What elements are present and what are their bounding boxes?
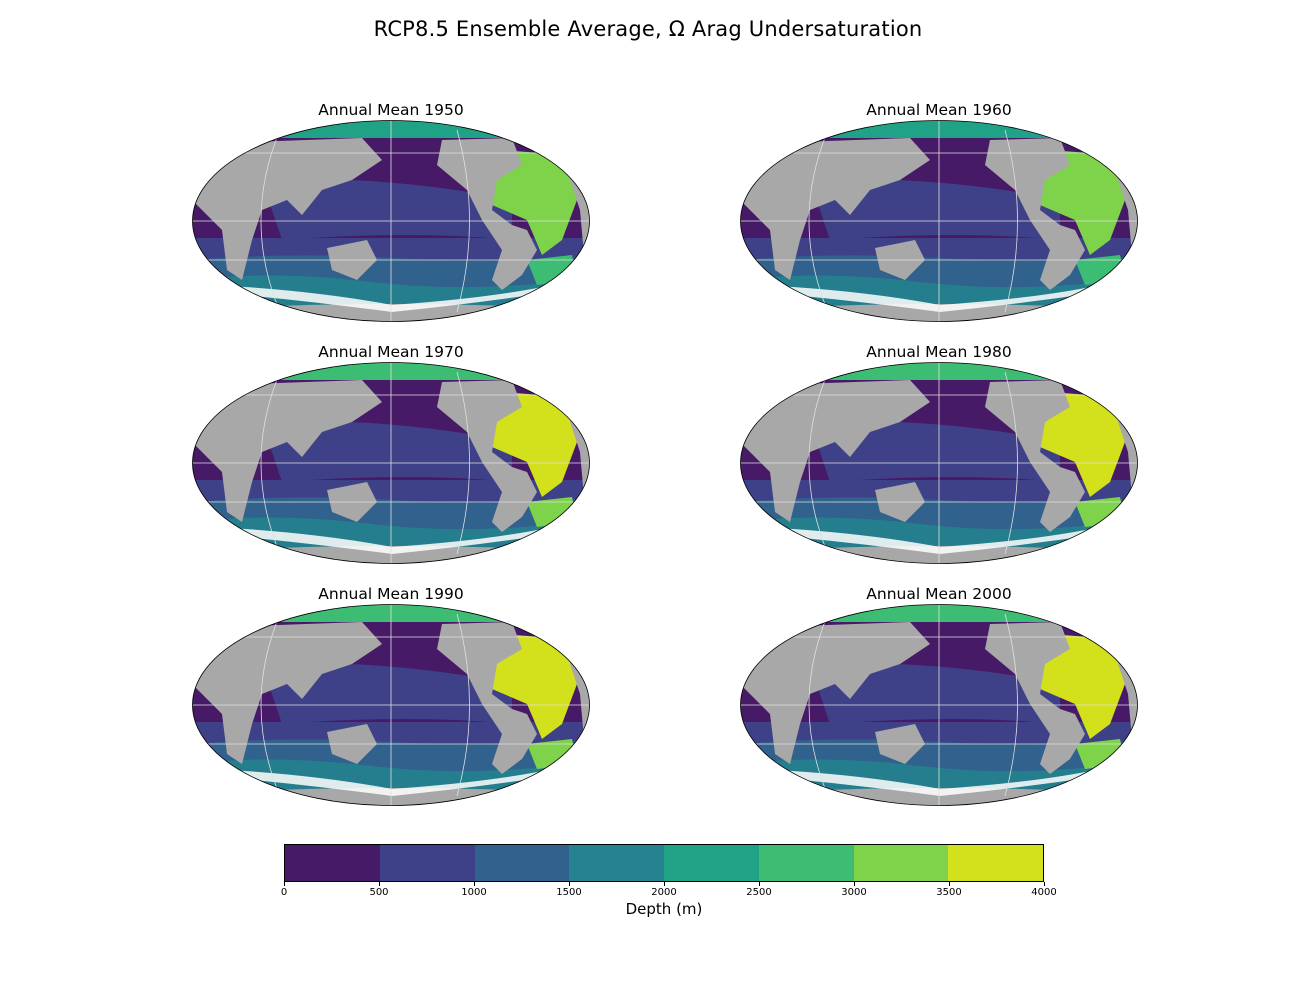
colorbar-tick-label: 1500 xyxy=(556,887,582,898)
colorbar-tick-label: 2500 xyxy=(746,887,772,898)
world-map-3 xyxy=(740,362,1138,564)
colorbar-tick-mark xyxy=(663,882,665,886)
colorbar-segment xyxy=(758,845,854,881)
world-map-1 xyxy=(740,120,1138,322)
colorbar-tick-label: 4000 xyxy=(1031,887,1057,898)
colorbar-segment xyxy=(664,845,759,881)
colorbar-tick-mark xyxy=(948,882,950,886)
figure-title: RCP8.5 Ensemble Average, Ω Arag Undersat… xyxy=(373,17,923,41)
world-map-0 xyxy=(192,120,590,322)
colorbar-tick-mark xyxy=(568,882,570,886)
panel-title-1: Annual Mean 1960 xyxy=(866,101,1012,119)
colorbar-tick-mark xyxy=(473,882,475,886)
colorbar-tick-label: 500 xyxy=(369,887,389,898)
panel-title-5: Annual Mean 2000 xyxy=(866,585,1012,603)
colorbar-tick-label: 0 xyxy=(280,887,288,898)
panel-title-4: Annual Mean 1990 xyxy=(318,585,464,603)
colorbar-tick-label: 1000 xyxy=(461,887,487,898)
colorbar-tick-mark xyxy=(378,882,380,886)
colorbar-segment xyxy=(569,845,664,881)
colorbar-tick-mark xyxy=(283,882,285,886)
colorbar xyxy=(284,844,1044,882)
colorbar-segment xyxy=(853,845,949,881)
panel-title-3: Annual Mean 1980 xyxy=(866,343,1012,361)
colorbar-segment xyxy=(474,845,570,881)
colorbar-tick-label: 3000 xyxy=(841,887,867,898)
colorbar-segment xyxy=(285,845,380,881)
colorbar-tick-mark xyxy=(853,882,855,886)
colorbar-tick-label: 2000 xyxy=(651,887,677,898)
colorbar-tick-mark xyxy=(758,882,760,886)
colorbar-segment xyxy=(948,845,1043,881)
world-map-5 xyxy=(740,604,1138,806)
colorbar-tick-mark xyxy=(1043,882,1045,886)
world-map-4 xyxy=(192,604,590,806)
colorbar-tick-label: 3500 xyxy=(936,887,962,898)
panel-title-0: Annual Mean 1950 xyxy=(318,101,464,119)
colorbar-label: Depth (m) xyxy=(625,900,703,918)
colorbar-segment xyxy=(379,845,475,881)
world-map-2 xyxy=(192,362,590,564)
panel-title-2: Annual Mean 1970 xyxy=(318,343,464,361)
